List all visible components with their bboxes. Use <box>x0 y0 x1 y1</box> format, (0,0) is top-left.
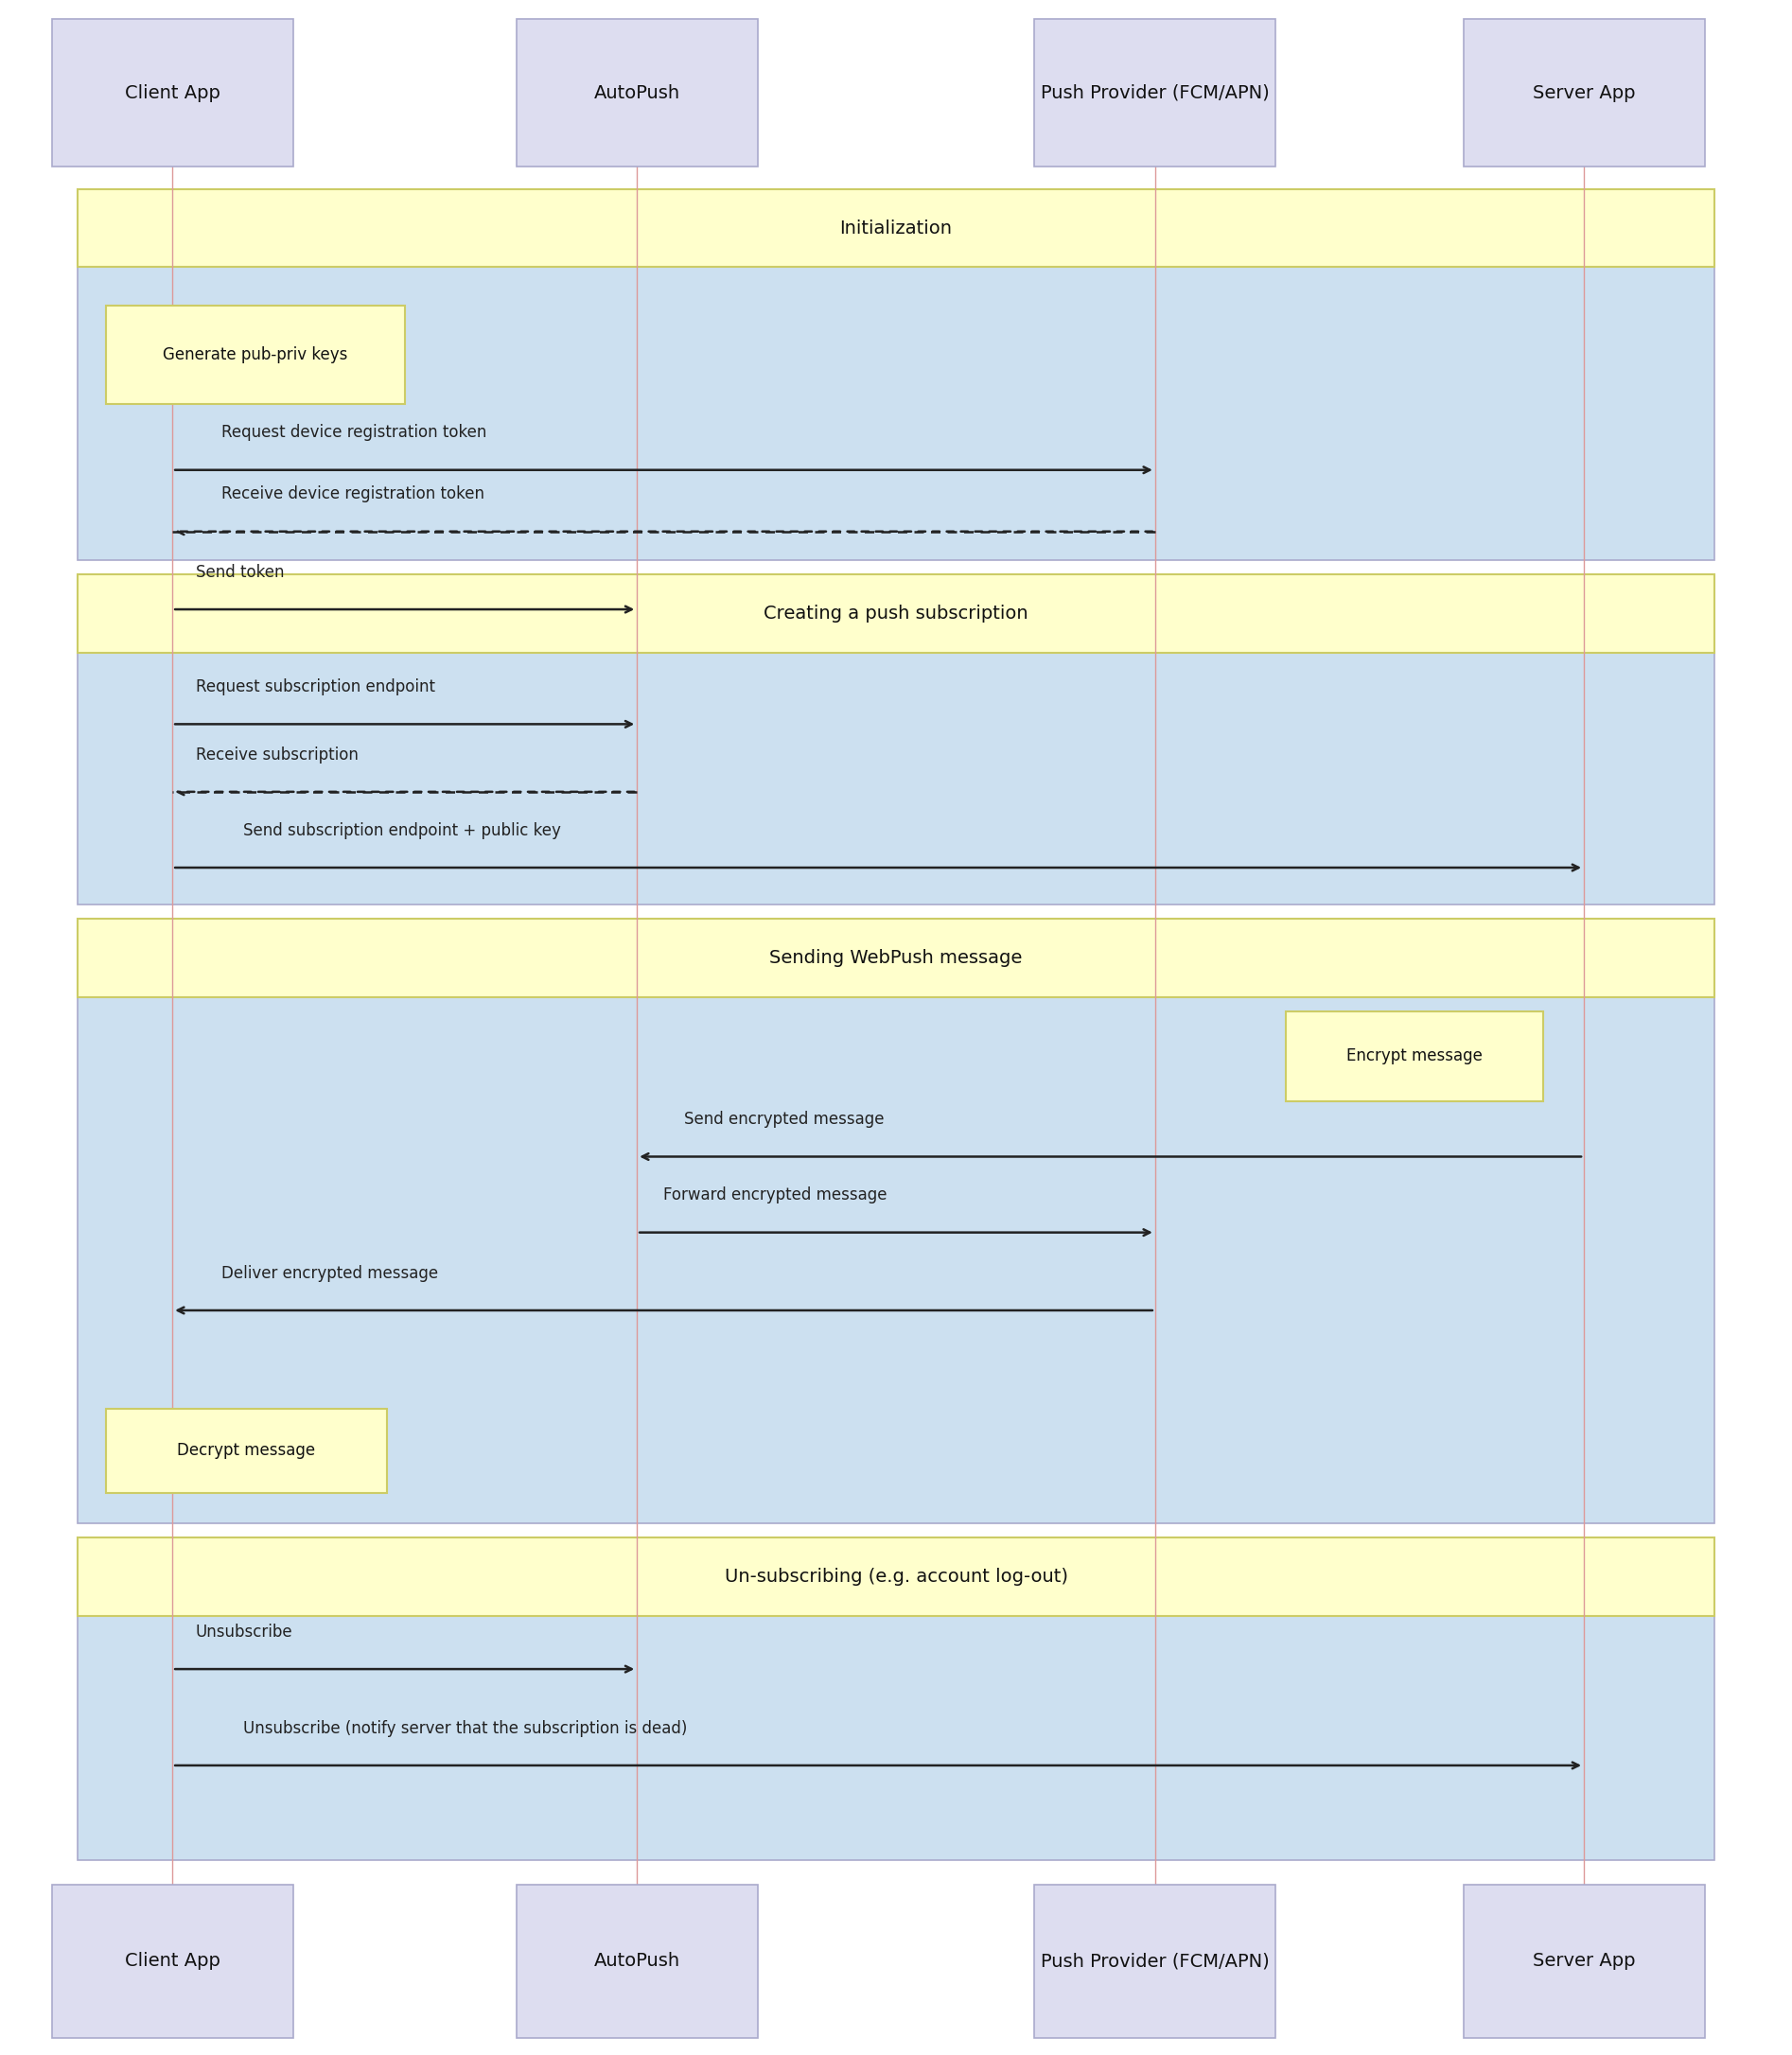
FancyBboxPatch shape <box>516 18 758 166</box>
FancyBboxPatch shape <box>52 18 292 166</box>
FancyBboxPatch shape <box>1464 1884 1704 2039</box>
Text: Creating a push subscription: Creating a push subscription <box>763 604 1029 623</box>
Text: Unsubscribe (notify server that the subscription is dead): Unsubscribe (notify server that the subs… <box>244 1720 686 1736</box>
Text: Request device registration token: Request device registration token <box>222 423 487 442</box>
FancyBboxPatch shape <box>77 575 1715 651</box>
FancyBboxPatch shape <box>77 919 1715 997</box>
Text: Push Provider (FCM/APN): Push Provider (FCM/APN) <box>1041 84 1269 103</box>
Text: Un-subscribing (e.g. account log-out): Un-subscribing (e.g. account log-out) <box>724 1568 1068 1586</box>
Text: Client App: Client App <box>125 84 220 103</box>
Text: Server App: Server App <box>1532 1952 1636 1971</box>
Text: Request subscription endpoint: Request subscription endpoint <box>195 678 435 695</box>
Text: Sending WebPush message: Sending WebPush message <box>769 949 1023 966</box>
FancyBboxPatch shape <box>52 1884 292 2039</box>
FancyBboxPatch shape <box>1464 18 1704 166</box>
Text: Receive subscription: Receive subscription <box>195 746 358 762</box>
FancyBboxPatch shape <box>77 189 1715 561</box>
FancyBboxPatch shape <box>1034 1884 1276 2039</box>
Text: Unsubscribe: Unsubscribe <box>195 1623 292 1640</box>
FancyBboxPatch shape <box>77 919 1715 1523</box>
FancyBboxPatch shape <box>1034 18 1276 166</box>
FancyBboxPatch shape <box>106 306 405 405</box>
FancyBboxPatch shape <box>77 189 1715 267</box>
FancyBboxPatch shape <box>77 1537 1715 1860</box>
Text: Send subscription endpoint + public key: Send subscription endpoint + public key <box>244 822 561 838</box>
Text: Encrypt message: Encrypt message <box>1346 1048 1482 1064</box>
Text: Send token: Send token <box>195 563 285 582</box>
Text: Send encrypted message: Send encrypted message <box>685 1112 885 1128</box>
Text: Forward encrypted message: Forward encrypted message <box>663 1186 887 1204</box>
FancyBboxPatch shape <box>77 1537 1715 1615</box>
FancyBboxPatch shape <box>1285 1011 1543 1101</box>
Text: AutoPush: AutoPush <box>593 84 679 103</box>
Text: Deliver encrypted message: Deliver encrypted message <box>222 1264 439 1282</box>
FancyBboxPatch shape <box>516 1884 758 2039</box>
Text: AutoPush: AutoPush <box>593 1952 679 1971</box>
FancyBboxPatch shape <box>106 1410 387 1492</box>
Text: Push Provider (FCM/APN): Push Provider (FCM/APN) <box>1041 1952 1269 1971</box>
FancyBboxPatch shape <box>77 575 1715 904</box>
Text: Client App: Client App <box>125 1952 220 1971</box>
Text: Receive device registration token: Receive device registration token <box>222 485 484 503</box>
Text: Server App: Server App <box>1532 84 1636 103</box>
Text: Generate pub-priv keys: Generate pub-priv keys <box>163 347 348 364</box>
Text: Initialization: Initialization <box>840 220 952 236</box>
Text: Decrypt message: Decrypt message <box>177 1443 315 1459</box>
